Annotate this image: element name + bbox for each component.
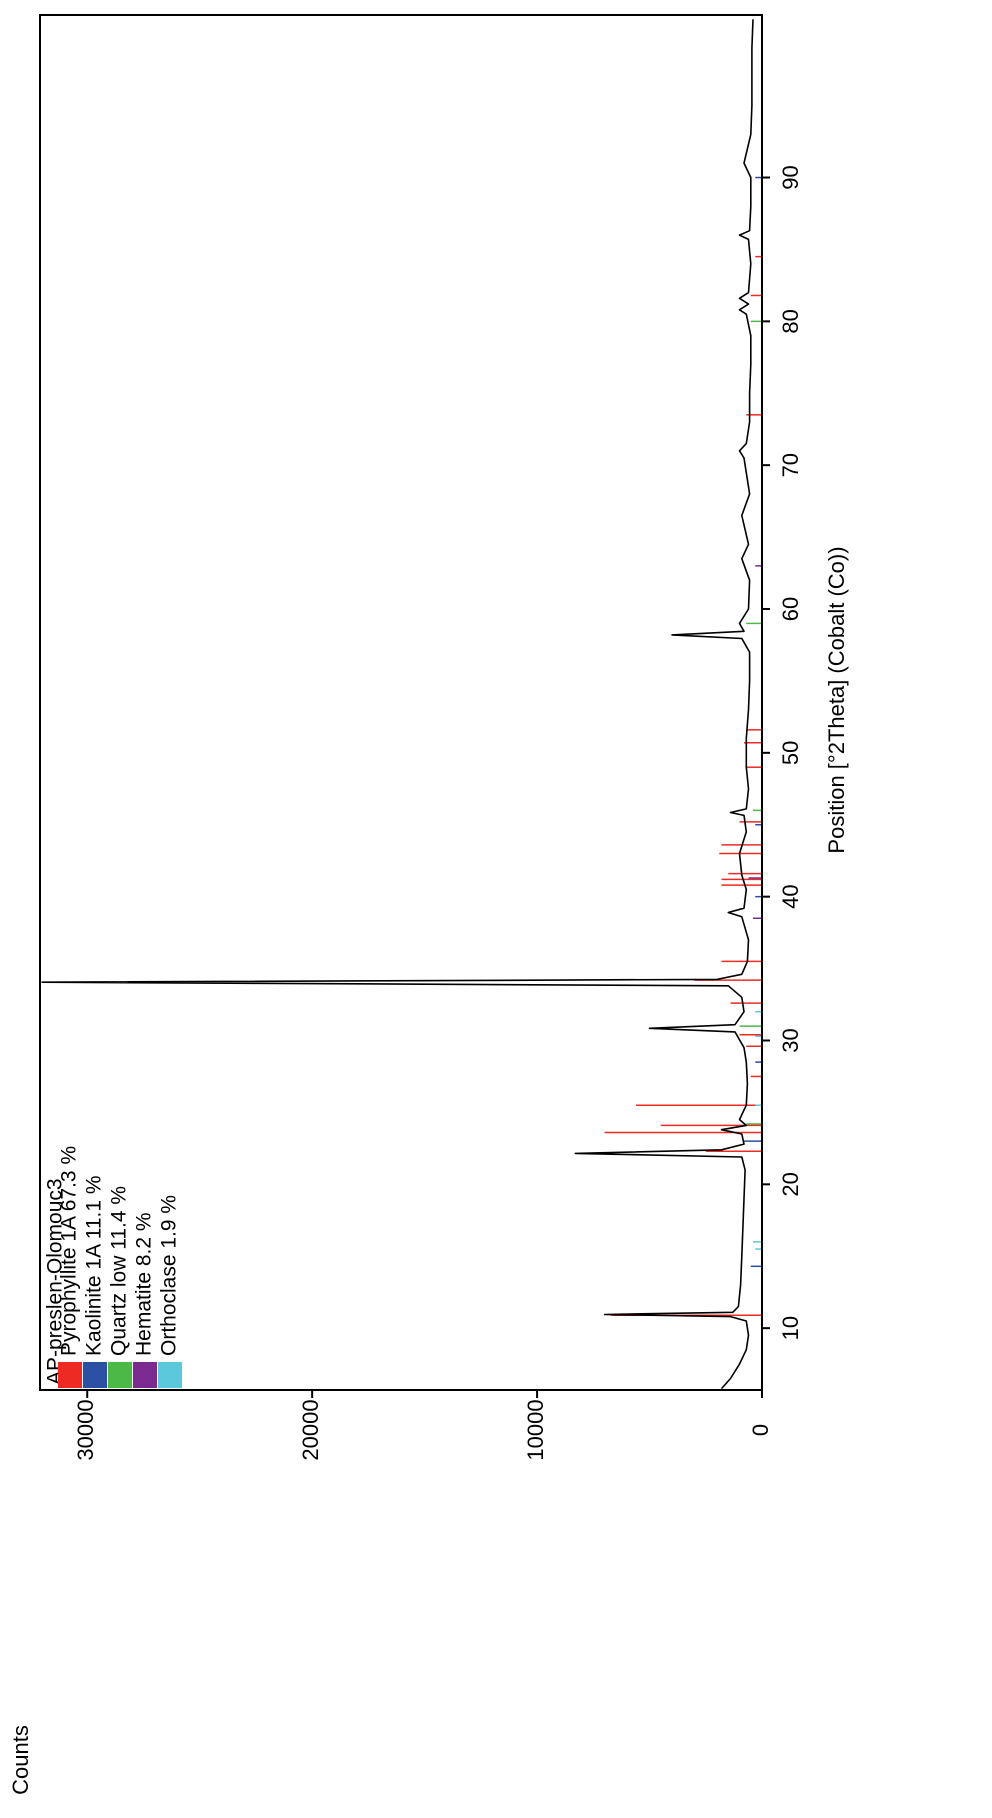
legend-text: Quartz low 11.4 % bbox=[108, 1186, 131, 1356]
legend-swatch bbox=[58, 1362, 82, 1388]
x-tick-label: 20 bbox=[778, 1172, 803, 1196]
y-tick-label: 30000 bbox=[73, 1399, 98, 1460]
x-tick-label: 60 bbox=[778, 597, 803, 621]
data-line bbox=[41, 19, 754, 1390]
legend-title: AP-preslen-Olomouc3 bbox=[44, 1178, 67, 1385]
y-tick-label: 0 bbox=[748, 1424, 773, 1436]
plot-area bbox=[41, 19, 762, 1390]
plot-frame bbox=[39, 14, 763, 1391]
legend-text: Orthoclase 1.9 % bbox=[158, 1195, 181, 1356]
legend-text: Kaolinite 1A 11.1 % bbox=[83, 1175, 106, 1356]
x-tick-label: 80 bbox=[778, 309, 803, 333]
legend-text: Hematite 8.2 % bbox=[133, 1212, 156, 1356]
x-axis-label: Position [°2Theta] (Cobalt (Co)) bbox=[824, 546, 849, 853]
legend-swatch bbox=[83, 1362, 107, 1388]
legend-swatch bbox=[133, 1362, 157, 1388]
y-tick-label: 20000 bbox=[298, 1399, 323, 1460]
x-tick-label: 40 bbox=[778, 884, 803, 908]
x-tick-label: 50 bbox=[778, 741, 803, 765]
y-axis-label: Counts bbox=[8, 1725, 33, 1795]
legend-text: Pyrophyllite 1A 67.3 % bbox=[58, 1146, 81, 1356]
x-tick-label: 10 bbox=[778, 1316, 803, 1340]
y-tick-label: 10000 bbox=[523, 1399, 548, 1460]
x-tick-label: 30 bbox=[778, 1028, 803, 1052]
legend-swatch bbox=[108, 1362, 132, 1388]
x-tick-label: 90 bbox=[778, 165, 803, 189]
x-tick-label: 70 bbox=[778, 453, 803, 477]
legend-swatch bbox=[158, 1362, 182, 1388]
